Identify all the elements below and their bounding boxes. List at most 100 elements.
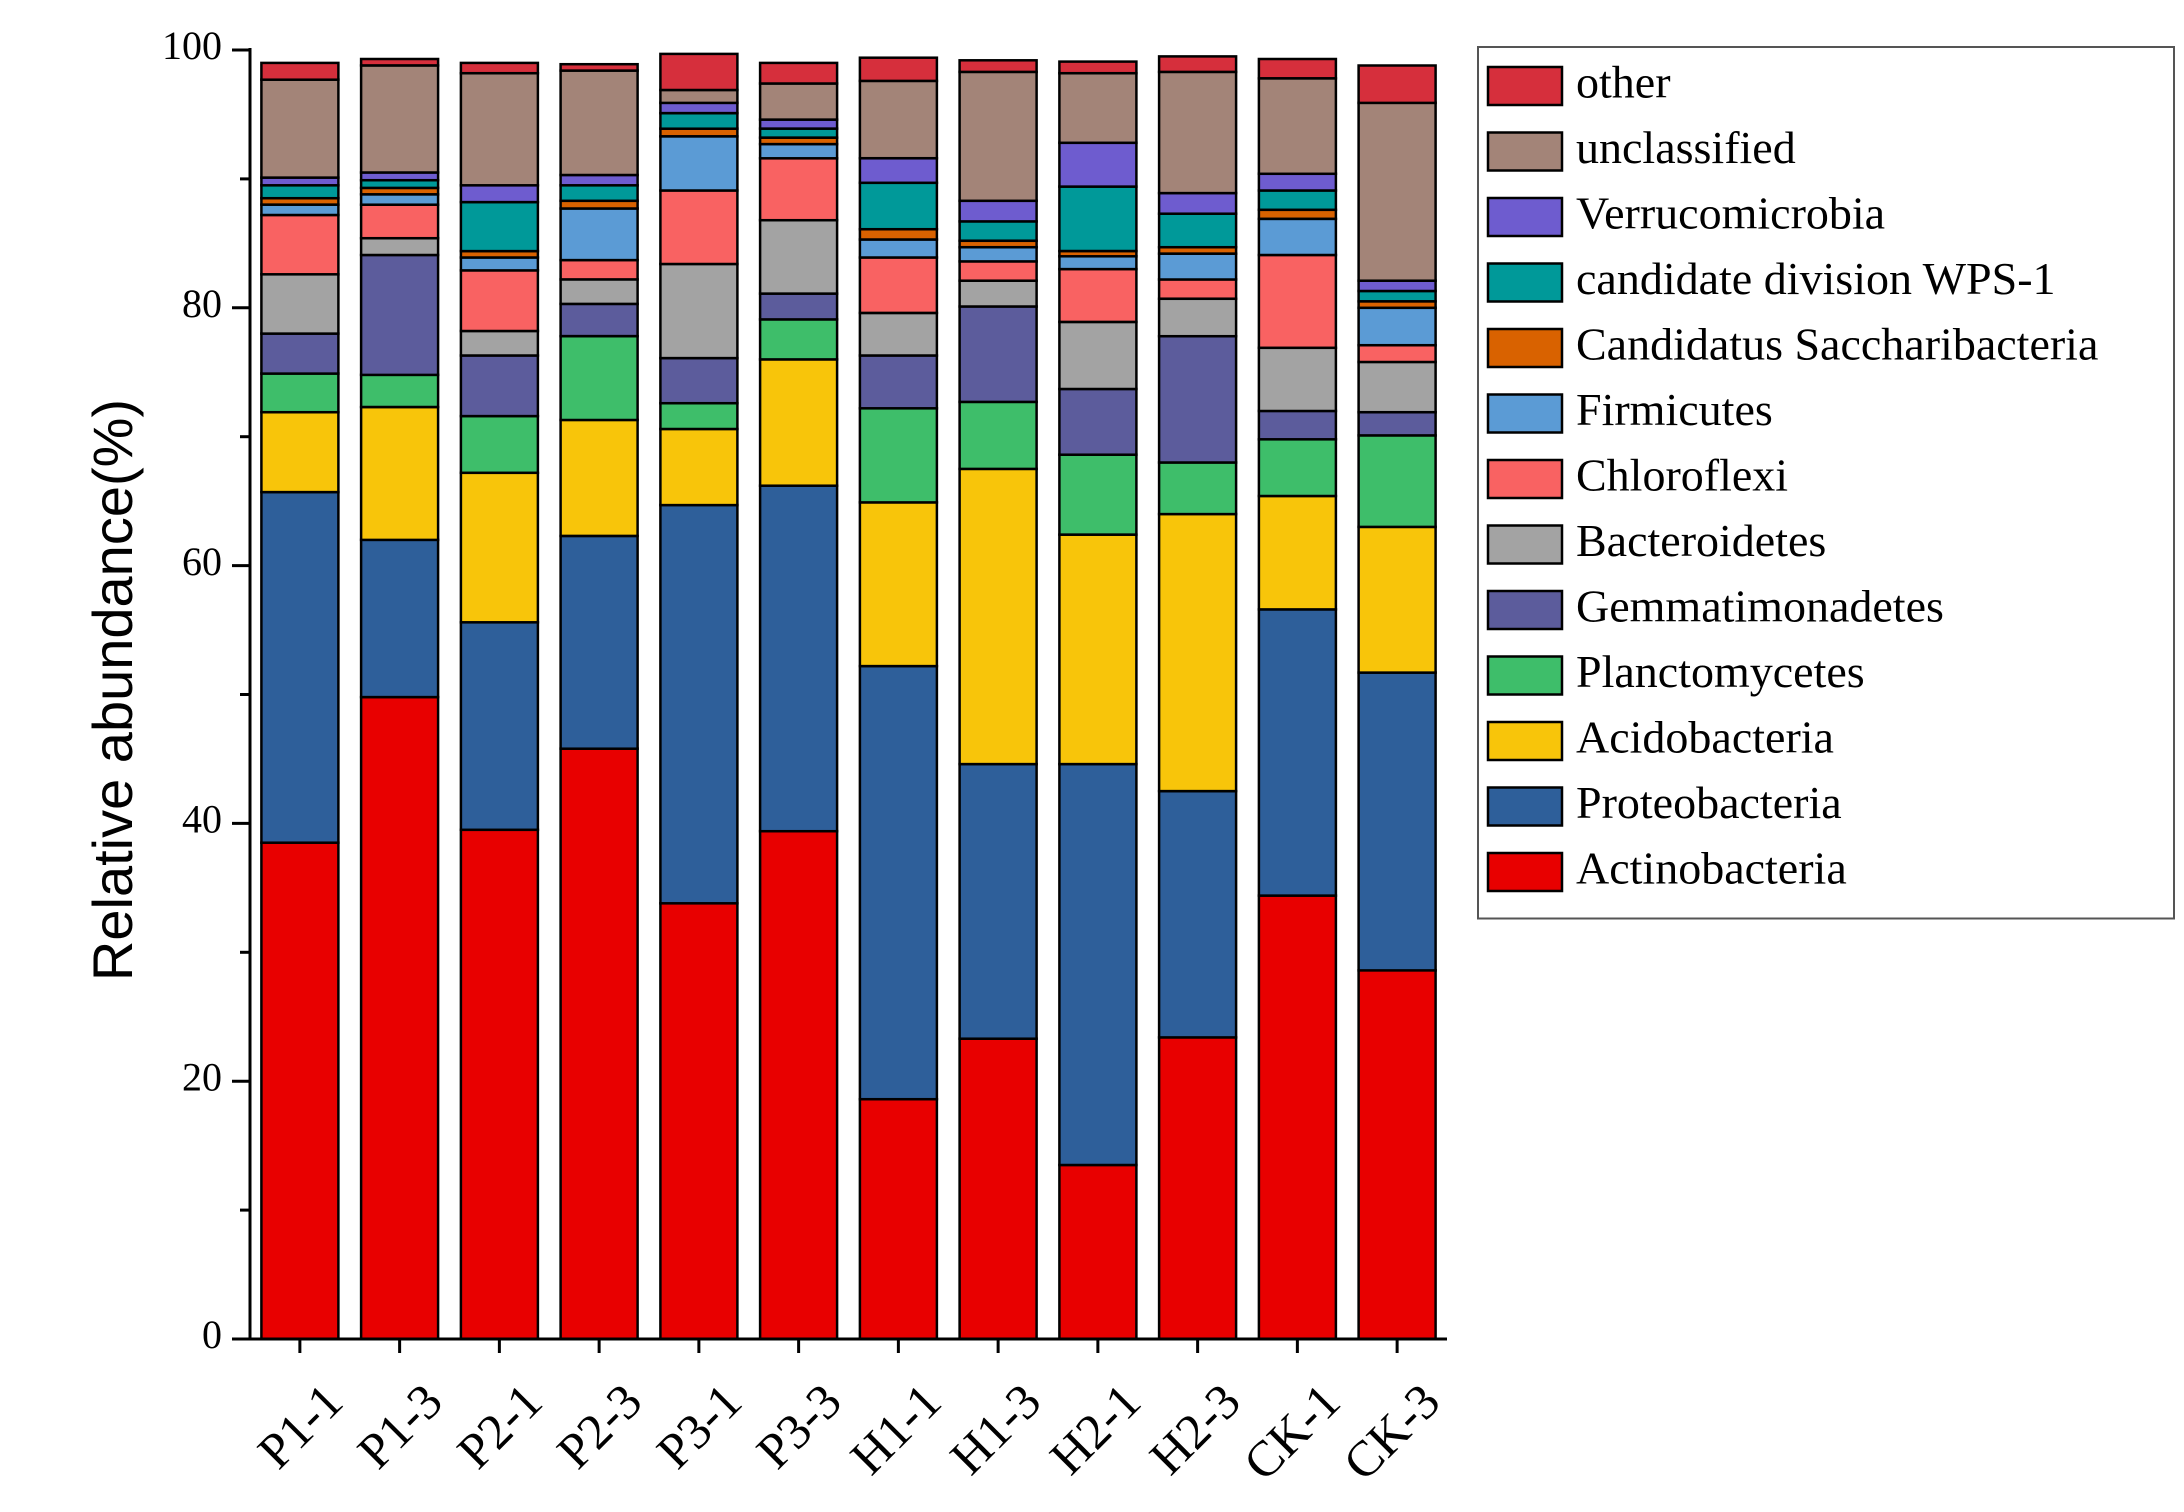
x-tick-label: H2-3 — [1139, 1373, 1251, 1485]
bar-segment-gemmatimonadetes-p1-3 — [359, 253, 440, 377]
bar-segment-planctomycetes-ck-3 — [1357, 434, 1437, 529]
legend-swatch — [1486, 196, 1564, 238]
bar-segment-gemmatimonadetes-ck-3 — [1357, 410, 1437, 437]
bar-segment-chloroflexi-p1-3 — [359, 203, 440, 240]
legend-swatch — [1486, 524, 1564, 565]
y-tick-label: 0 — [202, 1312, 222, 1357]
legend-label: Gemmatimonadetes — [1576, 581, 1944, 632]
bar-segment-verrucomicrobia-p2-3 — [559, 173, 639, 187]
bar-segment-chloroflexi-h2-3 — [1157, 278, 1238, 300]
bar-segment-planctomycetes-p2-1 — [459, 414, 540, 475]
bar-segment-acidobacteria-p2-1 — [459, 471, 540, 624]
bar-segment-acidobacteria-ck-3 — [1357, 525, 1437, 674]
bars-layer — [260, 52, 1437, 1341]
bar-segment-actinobacteria-p2-1 — [459, 828, 540, 1341]
bar-segment-actinobacteria-ck-3 — [1357, 969, 1437, 1341]
legend-label: other — [1576, 57, 1671, 108]
bar-segment-gemmatimonadetes-p2-3 — [559, 302, 639, 338]
bar-segment-verrucomicrobia-h2-3 — [1157, 191, 1238, 215]
bar-segment-verrucomicrobia-h2-1 — [1058, 141, 1138, 188]
bar-segment-bacteroidetes-p3-1 — [659, 262, 739, 360]
bar-segment-firmicutes-h1-3 — [958, 245, 1038, 263]
y-tick-label: 60 — [182, 539, 222, 584]
legend-label: Chloroflexi — [1576, 450, 1788, 501]
bar-segment-planctomycetes-p2-3 — [559, 334, 639, 422]
x-tick-label: P1-1 — [247, 1373, 353, 1479]
bar-segment-gemmatimonadetes-h1-3 — [958, 305, 1038, 404]
bar-segment-candidate-division-wps-1-p2-1 — [459, 200, 540, 253]
bar-segment-gemmatimonadetes-ck-1 — [1257, 409, 1338, 441]
legend-label: Planctomycetes — [1576, 646, 1865, 697]
bar-segment-proteobacteria-h2-1 — [1058, 762, 1138, 1167]
bar-segment-actinobacteria-h2-3 — [1157, 1036, 1238, 1341]
bar-segment-firmicutes-ck-3 — [1357, 306, 1437, 347]
bar-segment-acidobacteria-h1-3 — [958, 467, 1038, 766]
legend-label: Verrucomicrobia — [1576, 188, 1885, 239]
legend-box — [1477, 46, 2175, 920]
bar-segment-chloroflexi-h1-1 — [858, 256, 939, 315]
bar-segment-other-h1-1 — [858, 56, 939, 83]
bar-segment-bacteroidetes-ck-3 — [1357, 360, 1437, 414]
legend-swatch — [1486, 262, 1564, 303]
bar-segment-planctomycetes-h2-1 — [1058, 453, 1138, 536]
bar-segment-unclassified-p3-3 — [758, 82, 839, 121]
bar-segment-gemmatimonadetes-h2-3 — [1157, 334, 1238, 464]
bar-segment-candidate-division-wps-1-ck-1 — [1257, 189, 1338, 212]
bar-segment-unclassified-ck-3 — [1357, 101, 1437, 282]
bar-segment-unclassified-p3-1 — [659, 88, 739, 105]
legend-swatch — [1486, 65, 1564, 107]
bar-segment-proteobacteria-h2-3 — [1157, 789, 1238, 1039]
bar-segment-chloroflexi-p2-3 — [559, 258, 639, 281]
bar-segment-unclassified-h2-1 — [1058, 71, 1138, 145]
bar-segment-other-h1-3 — [958, 59, 1038, 74]
bar-segment-other-ck-1 — [1257, 57, 1338, 80]
bar-segment-gemmatimonadetes-h2-1 — [1058, 387, 1138, 456]
bar-segment-chloroflexi-p3-1 — [659, 189, 739, 266]
bar-segment-planctomycetes-p1-1 — [260, 372, 340, 414]
bar-segment-chloroflexi-h2-1 — [1058, 267, 1138, 324]
bar-segment-firmicutes-p2-3 — [559, 207, 639, 262]
bar-segment-unclassified-p1-3 — [359, 64, 440, 174]
legend-label: Acidobacteria — [1576, 712, 1834, 763]
bar-segment-unclassified-h2-3 — [1157, 70, 1238, 195]
bar-segment-acidobacteria-p2-3 — [559, 418, 639, 538]
bar-segment-actinobacteria-p3-1 — [659, 902, 739, 1341]
legend-swatch — [1486, 851, 1564, 893]
bar-segment-candidate-division-wps-1-p3-3 — [758, 127, 839, 139]
bar-segment-gemmatimonadetes-p1-1 — [260, 332, 340, 375]
x-tick-label: H2-1 — [1039, 1373, 1151, 1485]
bar-segment-gemmatimonadetes-p3-1 — [659, 356, 739, 405]
bar-segment-actinobacteria-h2-1 — [1058, 1163, 1138, 1341]
bar-segment-proteobacteria-p2-1 — [459, 621, 540, 832]
bar-segment-actinobacteria-h1-1 — [858, 1097, 939, 1341]
bar-segment-actinobacteria-p2-3 — [559, 747, 639, 1341]
bar-segment-firmicutes-h2-3 — [1157, 252, 1238, 281]
bar-segment-actinobacteria-h1-3 — [958, 1037, 1038, 1341]
bar-segment-proteobacteria-ck-1 — [1257, 608, 1338, 897]
bar-segment-verrucomicrobia-h1-3 — [958, 199, 1038, 223]
bar-segment-other-p2-1 — [459, 61, 540, 75]
legend-swatch — [1486, 327, 1564, 369]
bar-segment-gemmatimonadetes-h1-1 — [858, 354, 939, 410]
bar-segment-other-p3-3 — [758, 61, 839, 85]
x-tick-label: H1-3 — [939, 1373, 1051, 1485]
y-axis-title: Relative abundance(%) — [81, 399, 144, 981]
bar-segment-other-p3-1 — [659, 52, 739, 92]
bar-segment-unclassified-p2-3 — [559, 69, 639, 177]
bar-segment-other-ck-3 — [1357, 64, 1437, 105]
bar-segment-candidate-division-wps-1-p2-3 — [559, 184, 639, 203]
legend-swatch — [1486, 393, 1564, 434]
bar-segment-proteobacteria-ck-3 — [1357, 671, 1437, 972]
bar-segment-proteobacteria-p2-3 — [559, 534, 639, 750]
bar-segment-gemmatimonadetes-p2-1 — [459, 354, 540, 418]
bar-segment-planctomycetes-p3-3 — [758, 318, 839, 361]
bar-segment-firmicutes-ck-1 — [1257, 217, 1338, 257]
bar-segment-planctomycetes-h1-3 — [958, 400, 1038, 471]
bar-segment-firmicutes-p3-3 — [758, 142, 839, 160]
bar-segment-proteobacteria-h1-1 — [858, 664, 939, 1101]
legend-swatch — [1486, 589, 1564, 631]
bar-segment-verrucomicrobia-ck-1 — [1257, 172, 1338, 192]
x-tick-label: CK-1 — [1232, 1373, 1350, 1491]
bar-segment-bacteroidetes-p3-3 — [758, 218, 839, 295]
